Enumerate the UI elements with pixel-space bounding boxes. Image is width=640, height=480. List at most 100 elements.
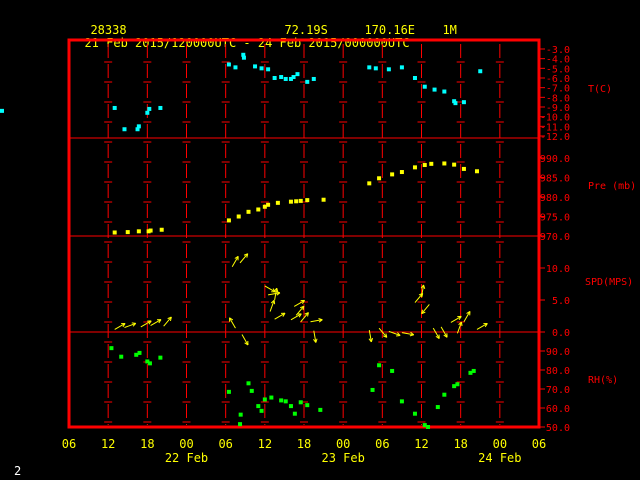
xtick-label: 00 xyxy=(493,437,507,451)
temperature-point xyxy=(233,65,238,70)
ytick-label-temperature: -9.0 xyxy=(546,103,570,114)
wind-arrow-head xyxy=(420,284,424,289)
plot-frame xyxy=(67,38,541,429)
temperature-point xyxy=(0,108,4,113)
wind-arrow xyxy=(239,253,249,264)
temperature-point xyxy=(386,67,391,72)
wind-arrow xyxy=(421,304,430,314)
relative_humidity-point xyxy=(119,354,124,359)
relative_humidity-point xyxy=(305,403,310,408)
pressure-point xyxy=(262,204,267,209)
wind-arrow-head xyxy=(300,305,305,309)
wind-arrow xyxy=(264,285,276,293)
relative_humidity-point xyxy=(226,389,231,394)
wind-arrow-head xyxy=(443,334,448,338)
ytick-label-relative_humidity: 90.0 xyxy=(546,347,570,358)
ytick-label-temperature: -4.0 xyxy=(546,55,570,66)
panel-label-wind_speed: SPD(MPS) xyxy=(585,277,633,288)
wind-arrow-head xyxy=(307,312,309,317)
relative_humidity-point xyxy=(249,388,254,393)
wind-arrow-head xyxy=(382,335,387,338)
temperature-point xyxy=(453,101,458,106)
relative_humidity-point xyxy=(269,395,274,400)
relative_humidity-point xyxy=(134,352,139,357)
pressure-point xyxy=(422,163,427,168)
wind-arrow-head xyxy=(315,338,318,343)
temperature-point xyxy=(241,55,246,60)
relative_humidity-point xyxy=(426,425,431,429)
wind-arrow xyxy=(378,327,388,338)
wind-arrow-head xyxy=(458,321,462,326)
wind-arrow xyxy=(440,326,448,338)
temperature-point xyxy=(399,65,404,70)
pressure-point xyxy=(412,165,417,170)
temperature-point xyxy=(288,76,293,81)
wind-arrow xyxy=(241,334,249,346)
temperature-point xyxy=(158,105,163,110)
relative_humidity-point xyxy=(238,412,243,417)
xtick-label: 12 xyxy=(101,437,115,451)
temperature-point xyxy=(241,52,246,57)
date-label: 22 Feb xyxy=(165,451,208,465)
temperature-point xyxy=(291,75,296,80)
temperature-point xyxy=(305,79,310,84)
temperature-point xyxy=(253,64,258,69)
xtick-label: 18 xyxy=(453,437,467,451)
ytick-label-relative_humidity: 70.0 xyxy=(546,385,570,396)
pressure-point xyxy=(305,198,310,203)
temperature-point xyxy=(259,66,264,71)
wind-arrow-head xyxy=(273,287,278,292)
station-height: 1M xyxy=(442,23,457,37)
temperature-point xyxy=(112,105,117,110)
pressure-point xyxy=(159,227,164,232)
wind-arrow-head xyxy=(423,284,426,289)
relative_humidity-point xyxy=(442,392,447,397)
wind-arrow-head xyxy=(246,253,249,258)
ytick-label-temperature: -8.0 xyxy=(546,93,570,104)
header-lon: 170.16E xyxy=(350,12,415,36)
relative_humidity-point xyxy=(109,346,114,351)
wind-arrow xyxy=(274,312,286,320)
wind-arrow xyxy=(295,305,305,316)
pressure-point xyxy=(294,199,299,204)
wind-arrow xyxy=(293,299,305,307)
temperature-point xyxy=(478,69,483,74)
xtick-label: 12 xyxy=(258,437,272,451)
temperature-point xyxy=(461,100,466,105)
wind-arrow xyxy=(231,256,239,267)
pressure-point xyxy=(321,197,326,202)
panel-label-temperature: T(C) xyxy=(588,84,612,95)
wind-arrow xyxy=(150,319,162,327)
ytick-label-pressure: 985.0 xyxy=(540,174,570,185)
station-lat: 72.19S xyxy=(284,23,328,37)
relative_humidity-point xyxy=(399,399,404,404)
temperature-point xyxy=(373,66,378,71)
relative_humidity-point xyxy=(279,398,284,403)
wind-arrow-head xyxy=(318,319,323,323)
pressure-point xyxy=(112,230,117,235)
ytick-label-pressure: 970.0 xyxy=(540,232,570,243)
date-label: 24 Feb xyxy=(478,451,521,465)
relative_humidity-point xyxy=(262,397,267,402)
pressure-point xyxy=(125,230,130,235)
xtick-label: 12 xyxy=(414,437,428,451)
wind-arrow-head xyxy=(304,312,309,315)
wind-arrow xyxy=(140,320,152,328)
wind-arrow-head xyxy=(435,335,440,339)
wind-arrow-head xyxy=(158,319,162,324)
wind-arrow-head xyxy=(282,312,286,317)
temperature-point xyxy=(122,127,127,132)
ytick-label-relative_humidity: 50.0 xyxy=(546,423,570,434)
relative_humidity-point xyxy=(390,368,395,373)
temperature-point xyxy=(422,84,427,89)
wind-arrow-head xyxy=(167,316,172,320)
wind-arrow-head xyxy=(370,337,374,343)
pressure-point xyxy=(236,214,241,219)
wind-arrow xyxy=(401,332,414,336)
relative_humidity-point xyxy=(422,423,427,428)
relative_humidity-point xyxy=(412,411,417,416)
wind-arrow xyxy=(450,315,462,323)
wind-arrow-head xyxy=(313,339,317,343)
wind-arrow xyxy=(476,323,488,330)
pressure-point xyxy=(148,228,153,233)
